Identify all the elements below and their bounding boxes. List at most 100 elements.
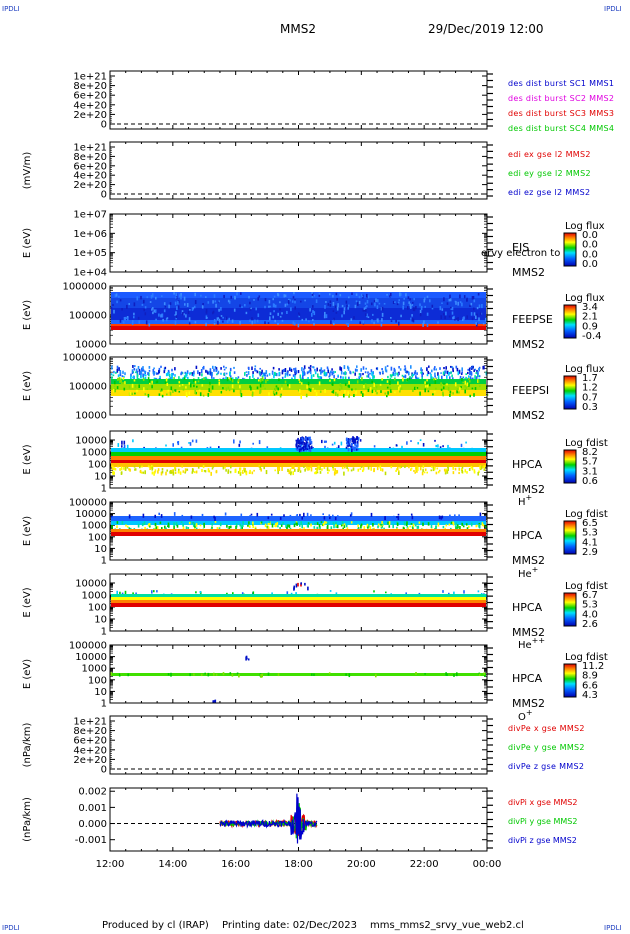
panel-feeps_i-spectrogram-cell bbox=[435, 368, 437, 371]
panel-hpca_h-spectrogram-cell bbox=[291, 465, 293, 470]
panel-feeps_e-spectrogram-cell bbox=[362, 309, 365, 312]
panel-feeps_i-spectrogram-cell bbox=[420, 367, 422, 371]
panel-feeps_e-spectrogram-cell bbox=[144, 306, 147, 309]
panel-feeps_i-ylabel: E (eV) bbox=[22, 371, 33, 401]
panel-hpca_h-spectrogram-cell bbox=[380, 467, 382, 471]
panel-feeps_i-spectrogram-cell bbox=[182, 377, 185, 380]
panel-hpca_h-spectrogram-cell bbox=[340, 441, 343, 446]
panel-hpca_he1-spectrogram-cell bbox=[323, 521, 326, 525]
panel-feeps_e-spectrogram-cell bbox=[337, 303, 339, 308]
panel-feeps_i-spectrogram-cell bbox=[441, 375, 443, 380]
panel-feeps_i-colorbar bbox=[563, 375, 577, 410]
panel-hpca_h-spectrogram-cell bbox=[253, 469, 255, 472]
panel-feeps_e-spectrogram-cell bbox=[234, 296, 236, 300]
panel-feeps_e-spectrogram-cell bbox=[336, 297, 338, 301]
panel-hpca_h-spectrogram-cell bbox=[207, 468, 210, 473]
panel-feeps_e-spectrogram-cell bbox=[257, 297, 259, 301]
panel-hpca_h-spectrogram-cell bbox=[328, 469, 330, 472]
panel-hpca_h-colorbar-tick-label: 5.7 bbox=[582, 457, 598, 468]
panel-hpca_h-spectrogram-cell bbox=[172, 443, 174, 447]
panel-feeps_e-spectrogram-cell bbox=[121, 308, 123, 311]
panel-divpe-legend-entry: divPe z gse MMS2 bbox=[508, 762, 584, 771]
panel-feeps_i-spectrogram-cell bbox=[237, 378, 240, 382]
panel-feeps_i-spectrogram-cell bbox=[228, 377, 231, 380]
panel-feeps_i-spectrogram-cell bbox=[217, 370, 220, 374]
panel-feeps_i-colorbar-tick-label: 1.7 bbox=[582, 373, 598, 384]
panel-hpca_he1-spectrogram-cell bbox=[111, 529, 486, 532]
panel-hpca_he1-spectrogram-cell bbox=[349, 514, 352, 517]
panel-feeps_i-spectrogram-cell bbox=[327, 370, 330, 374]
panel-feeps_i-spectrogram-cell bbox=[181, 384, 184, 386]
panel-feeps_i-spectrogram-cell bbox=[410, 377, 413, 381]
panel-feeps_e-spectrogram-cell bbox=[268, 300, 271, 304]
panel-feeps_i-spectrogram-cell bbox=[281, 371, 284, 375]
panel-hpca_h-spectrogram-cell bbox=[295, 439, 298, 442]
panel-feeps_i-spectrogram-cell bbox=[403, 375, 405, 378]
panel-hpca_o-spectrogram-cell bbox=[311, 673, 313, 676]
panel-feeps_i-spectrogram-cell bbox=[168, 373, 171, 378]
panel-feeps_i-spectrogram-cell bbox=[454, 382, 457, 387]
panel-feeps_e-spectrogram-cell bbox=[371, 302, 373, 306]
panel-hpca_h-spectrogram-cell bbox=[139, 469, 142, 474]
panel-hpca_h-spectrogram-cell bbox=[351, 448, 353, 453]
panel-hpca_h-spectrogram-cell bbox=[438, 469, 441, 472]
panel-hpca_h-spectrogram-cell bbox=[191, 471, 194, 474]
panel-hpca_h-spectrogram-cell bbox=[140, 471, 143, 474]
panel-hpca_he1-spectrogram-cell bbox=[155, 526, 158, 529]
panel-hpca_h-spectrogram-cell bbox=[303, 447, 305, 452]
panel-feeps_i-spectrogram-cell bbox=[312, 387, 314, 390]
panel-hpca_h-spectrogram-cell bbox=[197, 466, 200, 469]
panel-feeps_i-spectrogram-cell bbox=[433, 378, 435, 381]
panel-hpca_h-spectrogram-cell bbox=[452, 471, 455, 475]
panel-feeps_i-spectrogram-cell bbox=[223, 365, 225, 368]
panel-hpca_he2-spectrogram-cell bbox=[252, 591, 255, 596]
panel-hpca_he1-spectrogram-cell bbox=[254, 527, 257, 530]
panel-eis-colorbar-tick-label: 0.0 bbox=[582, 240, 598, 251]
panel-feeps_e-spectrogram-cell bbox=[163, 309, 166, 313]
panel-feeps_e-spectrogram-cell bbox=[377, 299, 379, 303]
panel-feeps_i-spectrogram-cell bbox=[369, 387, 372, 391]
panel-feeps_e-spectrogram-cell bbox=[459, 301, 462, 304]
panel-feeps_e-spectrogram-cell bbox=[251, 320, 254, 325]
panel-des_dist-ytick-label: 6e+20 bbox=[73, 91, 107, 102]
panel-hpca_he1-spectrogram-cell bbox=[287, 524, 289, 528]
panel-feeps_i-spectrogram-cell bbox=[473, 369, 475, 372]
panel-feeps_i-spectrogram-cell bbox=[157, 372, 159, 375]
panel-hpca_h-spectrogram-cell bbox=[354, 442, 356, 446]
panel-feeps_i-spectrogram-cell bbox=[208, 388, 210, 393]
panel-feeps_e-spectrogram-cell bbox=[451, 311, 454, 315]
panel-feeps_e-spectrogram-cell bbox=[175, 296, 177, 299]
panel-hpca_he1-spacecraft-label: MMS2 bbox=[512, 554, 545, 567]
panel-feeps_e-spectrogram-cell bbox=[390, 320, 393, 322]
panel-feeps_i-spectrogram-cell bbox=[235, 377, 237, 380]
panel-feeps_e-spectrogram-cell bbox=[217, 320, 219, 325]
panel-feeps_i-spectrogram-cell bbox=[367, 374, 370, 378]
panel-hpca_he1-ytick-label: 10 bbox=[94, 544, 107, 555]
panel-feeps_e-spectrogram-cell bbox=[257, 313, 260, 318]
panel-feeps_i-spectrogram-cell bbox=[166, 393, 168, 396]
panel-hpca_he1-spectrogram-cell bbox=[164, 525, 166, 529]
panel-feeps_e-spectrogram-cell bbox=[133, 312, 135, 316]
panel-hpca_h-spectrogram-cell bbox=[204, 470, 207, 473]
panel-feeps_i-spectrogram-cell bbox=[402, 377, 404, 382]
panel-hpca_h-spectrogram-cell bbox=[122, 467, 125, 470]
panel-feeps_e-spectrogram-cell bbox=[264, 321, 266, 324]
panel-feeps_i-spectrogram-cell bbox=[469, 394, 471, 398]
panel-hpca_he1-spectrogram-cell bbox=[332, 522, 335, 525]
panel-hpca_he1-spectrogram-cell bbox=[445, 524, 448, 527]
panel-feeps_i-spectrogram-cell bbox=[190, 372, 192, 374]
panel-hpca_h-spectrogram-cell bbox=[300, 437, 302, 440]
panel-hpca_he1-spectrogram-cell bbox=[407, 527, 409, 531]
panel-hpca_he2-spectrogram-cell bbox=[448, 592, 450, 595]
panel-feeps_e-spectrogram-cell bbox=[140, 295, 142, 300]
panel-hpca_h-spectrogram-cell bbox=[422, 465, 425, 469]
panel-feeps_i-spectrogram-cell bbox=[340, 375, 342, 379]
panel-feeps_e-spectrogram-cell bbox=[213, 294, 216, 298]
panel-hpca_he1-spectrogram-cell bbox=[438, 515, 441, 520]
panel-feeps_i-spectrogram-cell bbox=[188, 382, 191, 385]
panel-feeps_i-spectrogram-cell bbox=[277, 387, 279, 391]
panel-hpca_he1-spectrogram-cell bbox=[214, 516, 216, 521]
panel-feeps_e-spectrogram-cell bbox=[283, 294, 286, 298]
panel-feeps_i-spectrogram-cell bbox=[372, 375, 374, 379]
